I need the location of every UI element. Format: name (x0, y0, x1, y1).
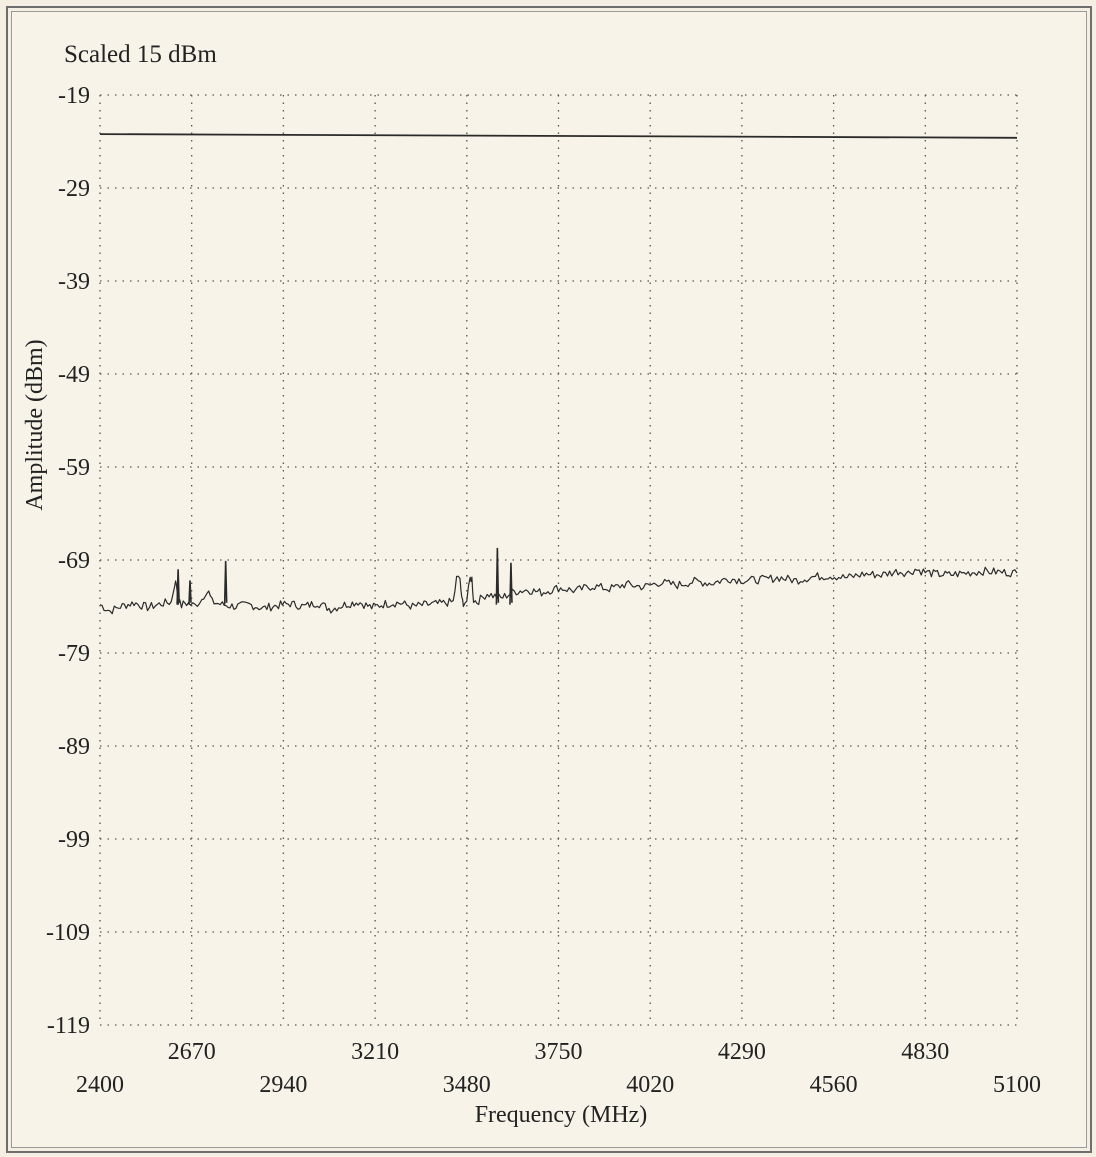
x-tick-label: 2940 (259, 1072, 307, 1098)
x-tick-label: 3210 (351, 1039, 399, 1065)
x-tick-label: 4020 (626, 1072, 674, 1098)
spur-spike (176, 569, 180, 605)
y-tick-label: -19 (58, 83, 90, 109)
x-tick-label: 3480 (443, 1072, 491, 1098)
x-tick-label: 4290 (718, 1039, 766, 1065)
tick-labels: -19 -29 -39 -49 -59 -69 -79 -89 -99 -109 -119 2400 2… (46, 83, 1041, 1098)
spur-spike (223, 560, 228, 605)
y-tick-label: -49 (58, 362, 90, 388)
series (99, 133, 1018, 615)
spur-spike (509, 562, 513, 605)
x-tick-label: 3750 (535, 1039, 583, 1065)
x-tick-label: 2400 (76, 1072, 124, 1098)
x-tick-label: 4830 (901, 1039, 949, 1065)
x-tick-label: 4560 (810, 1072, 858, 1098)
y-tick-label: -59 (58, 455, 90, 481)
y-tick-label: -29 (58, 176, 90, 202)
y-tick-label: -79 (58, 641, 90, 667)
spectrum-trace (99, 566, 1018, 615)
x-axis-label: Frequency (MHz) (475, 1102, 648, 1128)
scale-annotation: Scaled 15 dBm (64, 41, 217, 68)
y-tick-label: -119 (47, 1013, 90, 1039)
spur-spike (188, 580, 192, 605)
y-axis-label: Amplitude (dBm) (22, 339, 48, 510)
x-tick-label: 5100 (993, 1072, 1041, 1098)
y-tick-label: -69 (58, 548, 90, 574)
y-tick-label: -99 (58, 827, 90, 853)
chart-frame (6, 6, 1092, 1153)
grid (99, 94, 1018, 1026)
y-tick-label: -89 (58, 734, 90, 760)
y-tick-label: -39 (58, 269, 90, 295)
spur-spike (495, 547, 500, 605)
x-tick-label: 2670 (168, 1039, 216, 1065)
limit-line (99, 133, 1018, 139)
y-tick-label: -109 (46, 920, 90, 946)
